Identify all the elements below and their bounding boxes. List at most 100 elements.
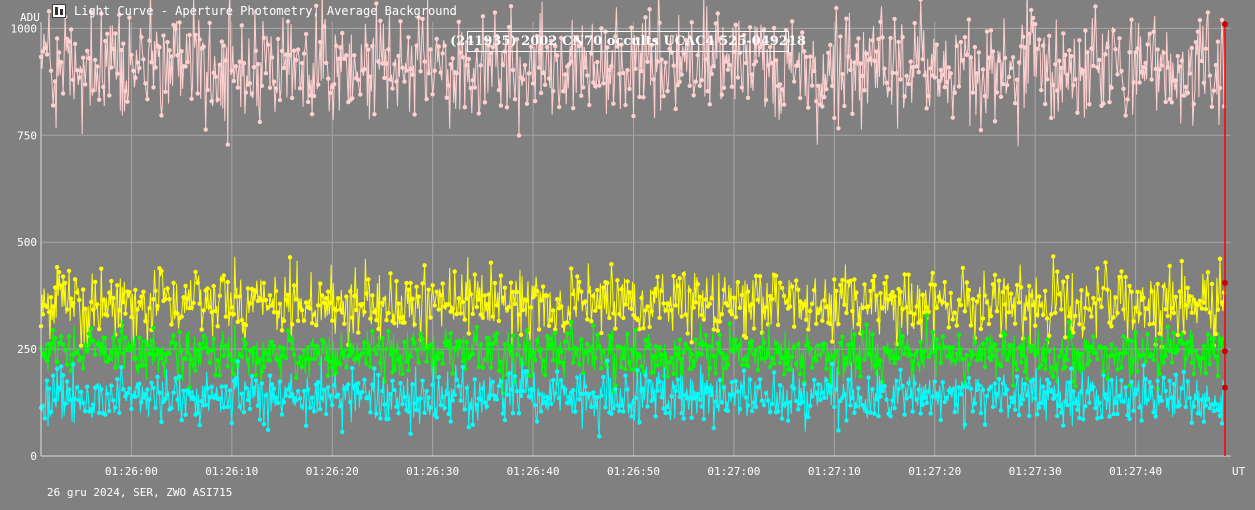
data-point (856, 36, 861, 41)
data-point (384, 61, 389, 66)
data-point (958, 346, 964, 352)
data-point (311, 312, 317, 317)
data-point (454, 377, 459, 382)
data-point (301, 318, 307, 323)
data-point (854, 43, 859, 48)
data-point (990, 353, 996, 359)
data-point (894, 71, 899, 76)
data-point (1097, 57, 1102, 63)
data-point (601, 285, 606, 290)
data-point (810, 394, 815, 399)
data-point (48, 295, 54, 300)
x-tick-label: 01:26:50 (607, 465, 660, 478)
data-point (1107, 320, 1112, 325)
data-point (998, 94, 1004, 100)
cursor-marker-target (1221, 21, 1228, 28)
data-point (434, 36, 439, 42)
data-point (500, 62, 506, 67)
data-point (948, 71, 953, 76)
data-point (820, 390, 825, 395)
data-point (908, 59, 913, 64)
data-point (448, 61, 453, 67)
data-point (219, 384, 224, 389)
data-point (60, 274, 66, 279)
data-point (1123, 350, 1128, 356)
data-point (195, 91, 200, 96)
data-point (476, 111, 481, 116)
data-point (394, 279, 399, 284)
data-point (436, 307, 441, 312)
data-point (1179, 332, 1185, 337)
data-point (1093, 4, 1098, 9)
data-point (868, 410, 873, 415)
data-point (745, 95, 751, 101)
data-point (864, 409, 869, 414)
data-point (886, 297, 891, 302)
data-point (394, 404, 399, 409)
data-point (322, 340, 327, 345)
data-point (1135, 387, 1140, 392)
data-point (1067, 380, 1072, 385)
data-point (840, 72, 845, 77)
data-point (149, 338, 154, 343)
data-point (962, 35, 968, 40)
data-point (253, 372, 259, 378)
light-curve-app-icon (52, 4, 66, 18)
data-point (392, 367, 397, 373)
data-point (950, 317, 955, 322)
data-point (410, 296, 415, 301)
data-point (1073, 384, 1078, 389)
data-point (731, 295, 737, 300)
data-point (510, 289, 516, 295)
data-point (695, 391, 700, 397)
data-point (892, 361, 897, 366)
data-point (956, 385, 962, 390)
data-point (940, 334, 945, 339)
data-point (651, 290, 656, 295)
data-point (671, 371, 676, 376)
data-point (179, 348, 184, 353)
data-point (810, 83, 815, 88)
data-point (852, 332, 857, 337)
data-point (655, 59, 660, 64)
data-point (1155, 378, 1160, 384)
data-point (593, 308, 598, 313)
data-point (66, 334, 72, 339)
data-point (683, 392, 688, 398)
data-point (930, 394, 935, 399)
data-point (924, 305, 929, 310)
data-point (1103, 345, 1108, 350)
data-point (326, 76, 331, 81)
data-point (1161, 50, 1166, 55)
data-point (62, 347, 68, 353)
data-point (249, 350, 255, 355)
data-point (1115, 367, 1120, 372)
data-point (1187, 294, 1193, 299)
data-point (434, 289, 439, 294)
data-point (1213, 331, 1219, 337)
data-point (697, 294, 702, 299)
data-point (1089, 314, 1094, 319)
data-point (64, 307, 70, 312)
data-point (303, 423, 309, 428)
data-point (1153, 414, 1158, 419)
data-point (719, 350, 725, 356)
data-point (263, 297, 269, 303)
data-point (233, 294, 238, 299)
data-point (936, 345, 941, 350)
data-point (516, 343, 522, 348)
data-point (787, 304, 793, 309)
data-point (129, 406, 134, 412)
data-point (1014, 77, 1020, 82)
data-point (356, 330, 361, 335)
data-point (828, 384, 833, 389)
data-point (1008, 343, 1014, 348)
data-point (269, 382, 275, 387)
data-point (960, 384, 966, 390)
data-point (1125, 97, 1130, 102)
data-point (818, 352, 823, 357)
data-point (520, 307, 526, 313)
data-point (297, 86, 303, 91)
data-point (392, 321, 397, 326)
data-point (613, 387, 618, 392)
